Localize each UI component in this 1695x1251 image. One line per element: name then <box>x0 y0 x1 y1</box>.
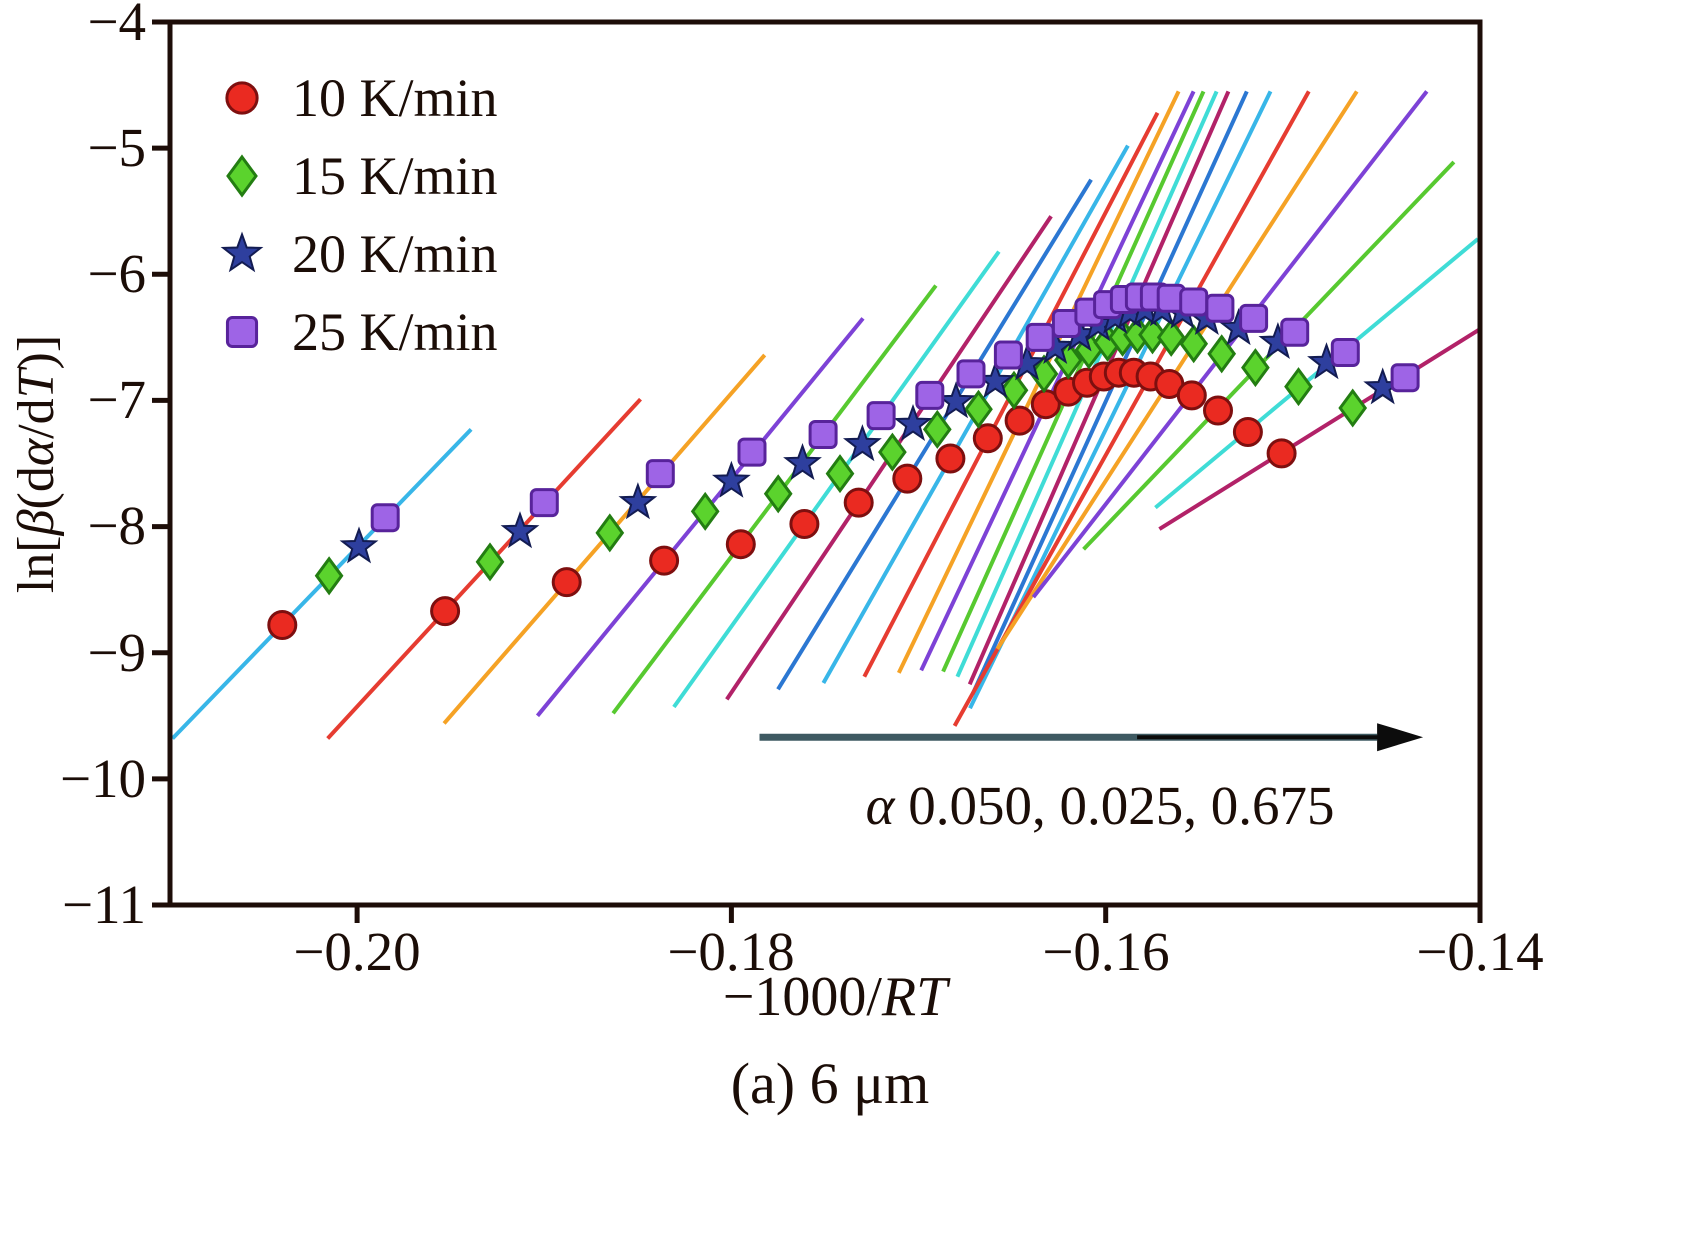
legend-label-10kmin: 10 K/min <box>292 68 498 128</box>
y-tick-label: −11 <box>62 874 146 935</box>
x-tick-label: −0.14 <box>1416 921 1544 982</box>
x-tick-label: −0.18 <box>667 921 795 982</box>
legend-label-20kmin: 20 K/min <box>292 224 498 284</box>
x-tick-label: −0.20 <box>293 921 421 982</box>
y-axis-title: ln[β(dα/dT)] <box>8 334 65 594</box>
legend-label-15kmin: 15 K/min <box>292 146 498 206</box>
y-tick-label: −4 <box>87 0 146 52</box>
alpha-annotation: α 0.050, 0.025, 0.675 <box>865 775 1335 836</box>
y-tick-label: −9 <box>87 622 146 683</box>
x-axis-title: −1000/RT <box>722 966 948 1028</box>
y-tick-label: −5 <box>87 117 146 178</box>
y-tick-label: −6 <box>87 243 146 304</box>
y-tick-label: −7 <box>87 369 146 430</box>
y-tick-label: −10 <box>59 748 146 809</box>
subfigure-caption: (a) 6 μm <box>730 1051 930 1116</box>
x-tick-label: −0.16 <box>1042 921 1170 982</box>
y-tick-label: −8 <box>87 495 146 556</box>
legend-label-25kmin: 25 K/min <box>292 302 498 362</box>
